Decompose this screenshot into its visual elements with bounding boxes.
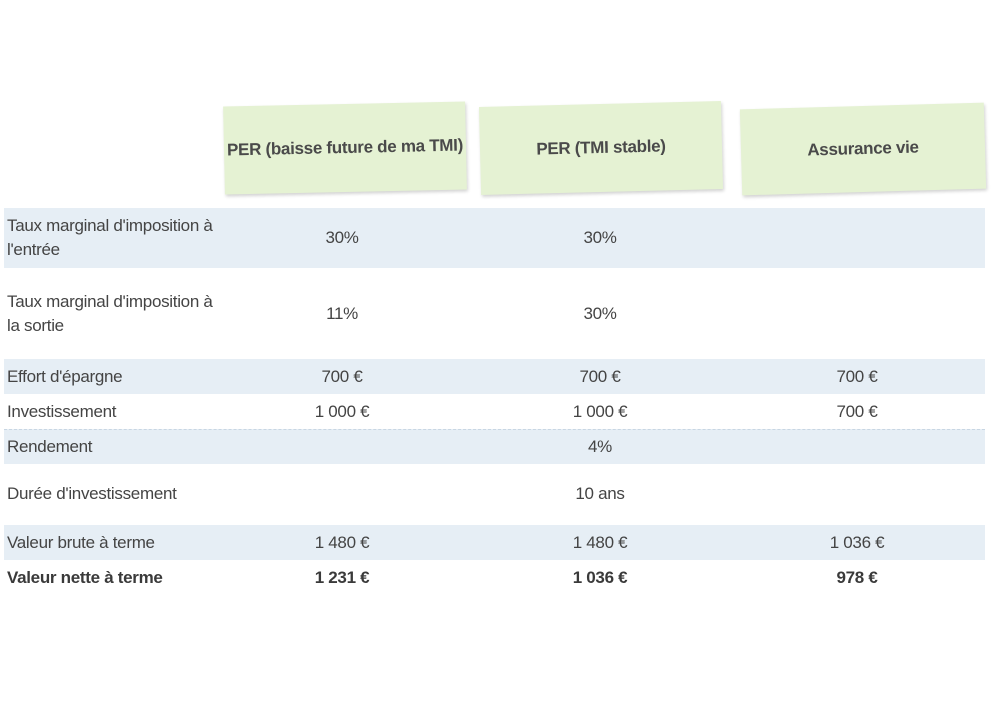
row-label: Rendement: [7, 437, 93, 456]
cell-merged: 10 ans: [575, 484, 625, 503]
cell-per-baisse: 1 000 €: [314, 401, 370, 421]
header-per-stable: PER (TMI stable): [478, 101, 724, 195]
header-per-stable-label: PER (TMI stable): [536, 136, 666, 159]
cell-per-stable: 1 480 €: [572, 532, 628, 552]
cell-per-stable: 1 036 €: [572, 567, 628, 587]
header-per-baisse-label: PER (baisse future de ma TMI): [226, 135, 464, 160]
cell-per-stable: 30%: [583, 228, 617, 247]
row-label: Durée d'investissement: [7, 484, 177, 503]
cell-assurance-vie: [757, 208, 957, 268]
table-row: Taux marginal d'imposition à l'entrée 30…: [4, 208, 985, 268]
header-per-baisse: PER (baisse future de ma TMI): [223, 101, 467, 195]
cell-assurance-vie: 700 €: [836, 366, 878, 386]
row-label: Taux marginal d'imposition à la sortie: [7, 292, 213, 335]
table-row: Valeur brute à terme 1 480 € 1 480 € 1 0…: [4, 525, 985, 560]
cell-assurance-vie: [757, 284, 957, 344]
cell-assurance-vie: 700 €: [836, 401, 878, 421]
cell-per-stable: 700 €: [579, 366, 621, 386]
row-label: Investissement: [7, 401, 117, 421]
cell-assurance-vie: 1 036 €: [829, 532, 885, 552]
table-row: Durée d'investissement 10 ans: [4, 477, 985, 511]
cell-per-baisse: 11%: [326, 304, 358, 323]
row-label: Effort d'épargne: [7, 366, 123, 386]
cell-per-baisse: 1 231 €: [314, 567, 370, 587]
row-label: Valeur nette à terme: [7, 567, 163, 587]
header-assurance-vie-label: Assurance vie: [807, 137, 919, 160]
header-assurance-vie: Assurance vie: [739, 102, 987, 196]
cell-per-baisse: 30%: [325, 228, 359, 247]
cell-per-baisse: 700 €: [321, 366, 363, 386]
table-row-total: Valeur nette à terme 1 231 € 1 036 € 978…: [4, 560, 985, 595]
row-label: Taux marginal d'imposition à l'entrée: [7, 216, 213, 259]
cell-per-stable: 1 000 €: [572, 401, 628, 421]
cell-assurance-vie: 978 €: [836, 567, 878, 587]
table-row: Taux marginal d'imposition à la sortie 1…: [4, 284, 985, 344]
cell-merged: 4%: [588, 437, 612, 456]
table-row: Effort d'épargne 700 € 700 € 700 €: [4, 359, 985, 394]
table-row: Investissement 1 000 € 1 000 € 700 €: [4, 394, 985, 429]
cell-per-stable: 30%: [583, 304, 617, 323]
cell-per-baisse: 1 480 €: [314, 532, 370, 552]
row-label: Valeur brute à terme: [7, 532, 155, 552]
table-row: Rendement 4%: [4, 429, 985, 464]
